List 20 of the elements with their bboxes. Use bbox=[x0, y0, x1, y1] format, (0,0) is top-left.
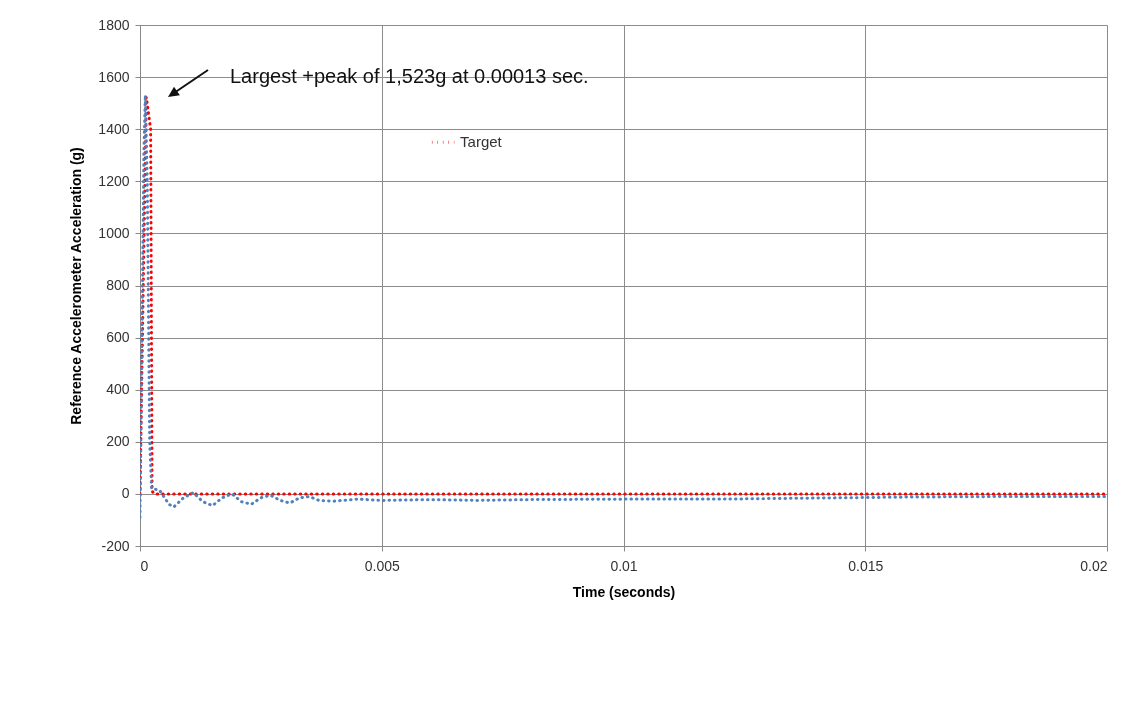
y-tick-label: 1600 bbox=[98, 68, 130, 85]
x-tick-label: 0 bbox=[140, 557, 149, 574]
y-tick-label: 1800 bbox=[98, 16, 130, 33]
x-tick-label: 0.005 bbox=[364, 557, 400, 574]
legend-label: Target bbox=[460, 133, 503, 151]
y-tick-label: 800 bbox=[106, 277, 130, 293]
x-tick-label: 0.02 bbox=[1080, 557, 1108, 574]
x-tick-label: 0.01 bbox=[610, 557, 638, 574]
x-tick-label: 0.015 bbox=[848, 557, 884, 574]
y-axis-title: Reference Accelerometer Acceleration (g) bbox=[68, 147, 85, 425]
y-tick-label: 1200 bbox=[98, 172, 130, 189]
annotation: Largest +peak of 1,523g at 0.00013 sec. bbox=[230, 65, 589, 87]
y-tick-label: 200 bbox=[106, 433, 130, 450]
y-tick-label: 600 bbox=[106, 329, 130, 346]
x-axis-title: Time (seconds) bbox=[572, 583, 676, 600]
y-tick-label: 1400 bbox=[98, 120, 130, 137]
y-tick-label: 1000 bbox=[98, 224, 130, 241]
y-tick-label: 400 bbox=[106, 381, 130, 398]
y-tick-label: -200 bbox=[101, 537, 130, 554]
y-tick-label: 0 bbox=[121, 485, 130, 502]
